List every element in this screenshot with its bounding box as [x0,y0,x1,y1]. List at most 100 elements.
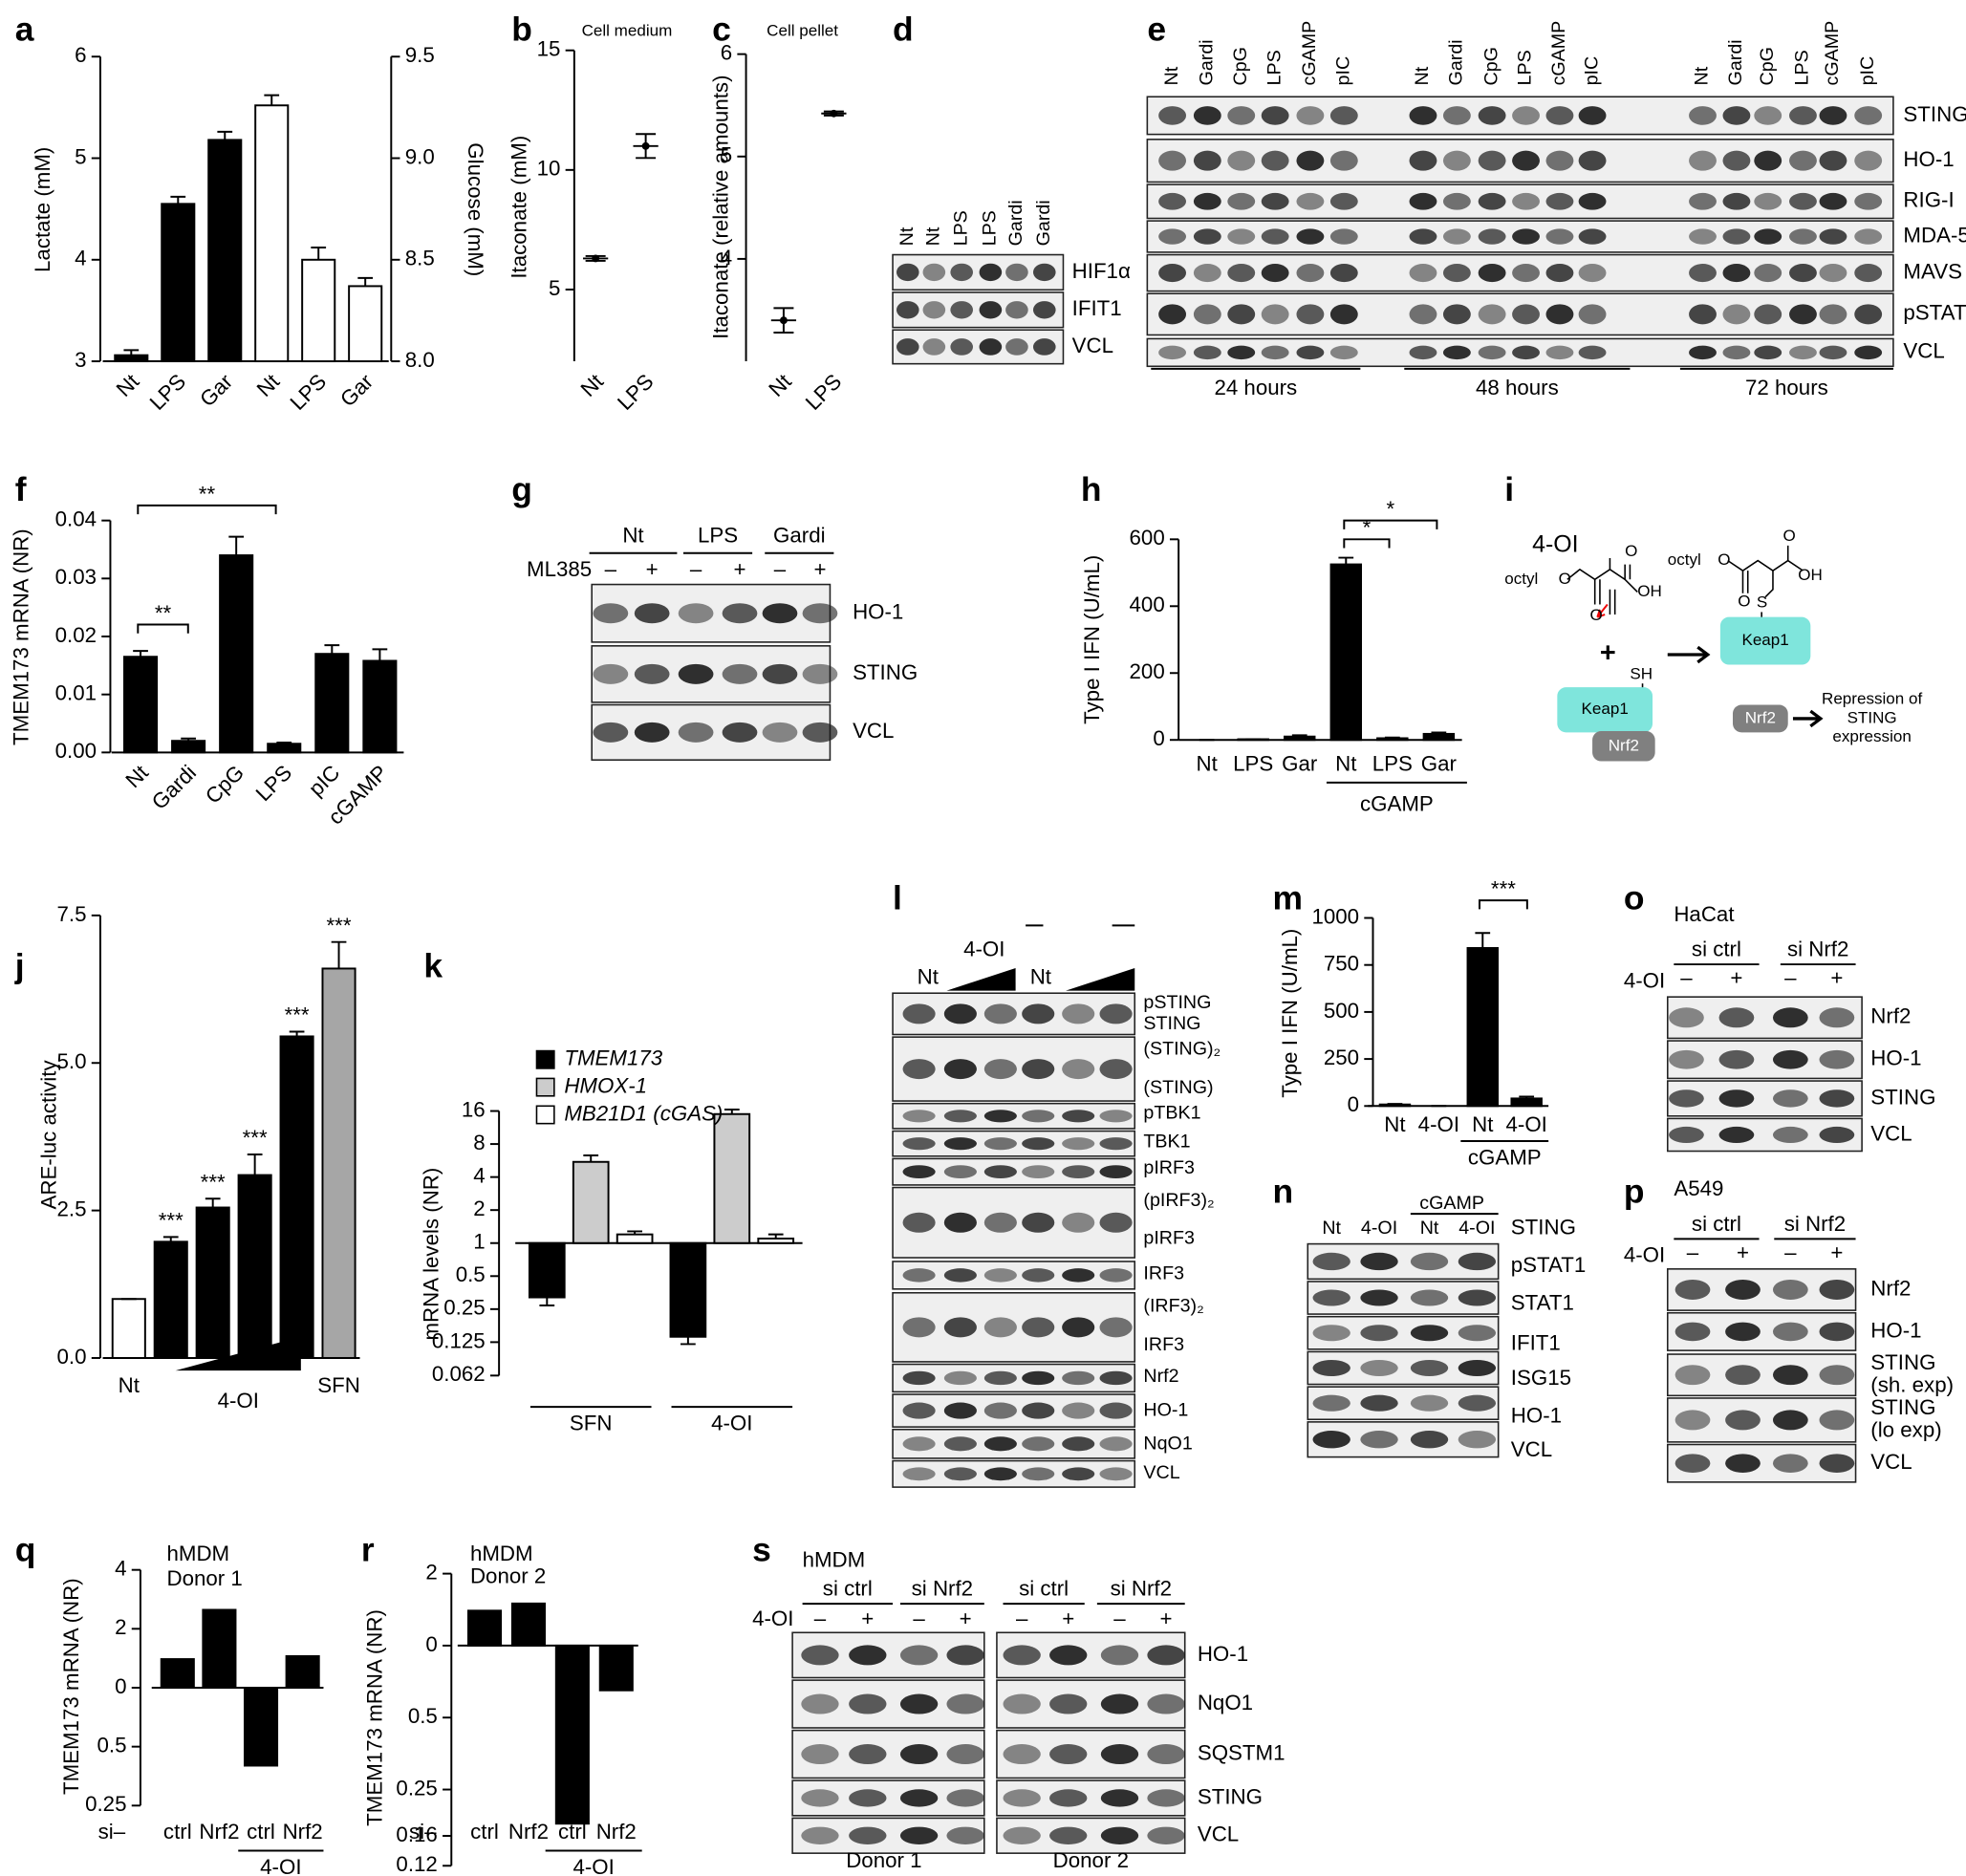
blot-band [1329,106,1358,125]
blot-band [1458,1252,1497,1271]
y-tick-label: 0 [115,1674,126,1698]
bar [207,139,243,363]
bar [243,1687,279,1767]
blot-band [1478,106,1506,125]
blot-band [1512,304,1540,325]
y-tick-label: 4 [473,1164,485,1188]
row-label: STING [1870,1085,1935,1109]
y-axis-label: Itaconate (mM) [507,136,530,279]
blot-band [634,603,670,624]
blot-band [1409,304,1437,325]
sign: + [1062,1606,1074,1630]
chart-subtitle: Donor 1 [166,1566,242,1590]
row-label: IFIT1 [1511,1330,1561,1354]
y-axis-label: ARE-luc activity [36,1060,60,1210]
sign: + [861,1606,874,1630]
blot-band [902,1402,936,1419]
error-bar [627,1230,643,1235]
blot-band [1674,1322,1711,1342]
blot-band [634,722,670,743]
blot-band [1022,1059,1055,1080]
error-bar [181,737,196,742]
error-bar [681,1336,696,1346]
blot-band [1819,264,1847,283]
lane-label: Nt [897,226,918,246]
lane-label: LPS [980,210,1001,246]
lane-label: Gardi [1005,200,1026,246]
blot-band [1100,1826,1139,1844]
lane-label: LPS [950,210,971,246]
blot-band [1062,1467,1095,1481]
row-label: STAT1 [1511,1290,1574,1314]
lane-label: CpG [1757,47,1778,85]
blot-band [1772,1279,1808,1300]
blot-band [950,301,974,319]
y-tick-label: 0.00 [55,739,97,763]
blot-band [1360,1431,1398,1449]
y-tick-label: 4 [721,246,732,270]
blot-band [902,1436,936,1452]
row-label: (STING) [1143,1077,1213,1098]
donor-label: Donor 1 [846,1848,921,1872]
group-label: 4-OI [573,1855,614,1876]
blot-band [1100,1645,1139,1666]
row-label: pIRF3 [1143,1157,1195,1178]
blot-band [1458,1289,1497,1306]
blot-band [1099,1212,1133,1233]
blot-band [1754,150,1782,171]
row-label: HO-1 [1198,1642,1248,1666]
significance: *** [243,1126,268,1150]
blot-band [1578,345,1607,360]
blot-band [1512,192,1540,210]
blot-band [802,663,838,684]
blot-band [1674,1410,1711,1431]
blot-band [1512,264,1540,283]
lane-label: LPS [1515,50,1536,85]
group-label: si ctrl [1019,1577,1069,1601]
blot-band [943,1059,977,1080]
bar [528,1241,566,1299]
bar [757,1238,795,1244]
sign: + [1830,966,1843,990]
error-bar [228,535,245,556]
blot-band [983,1436,1017,1452]
blot-band [1458,1431,1497,1449]
y-tick-label: 5.0 [57,1049,87,1073]
blot-band [1227,345,1256,360]
row-label: VCL [1870,1121,1912,1145]
y-tick-label: 0.5 [408,1704,438,1728]
blot-band [983,1467,1017,1481]
blot-band [1005,338,1028,356]
blot-band [1410,1359,1449,1376]
group-label: si Nrf2 [1784,1212,1846,1236]
lane-label: 4-OI [1361,1218,1397,1239]
y2-axis-label: Glucose (mM) [464,142,487,276]
blot-band [1261,345,1289,360]
blot-band [1754,228,1782,245]
bar [466,1609,503,1647]
y-tick-label: 15 [537,37,561,61]
blot-band [1854,304,1883,325]
blot-band [1003,1789,1041,1807]
y-tick-label: 0 [1348,1092,1359,1116]
y-tick-label: 5 [75,144,86,168]
blot-band [1049,1645,1088,1666]
lane-label: Gardi [1446,39,1467,85]
y-tick-label: 0.25 [85,1792,126,1816]
blot-band [1512,150,1540,171]
blot-band [899,1645,939,1666]
bar [267,743,302,754]
legend-label: MB21D1 (cGAS) [564,1101,723,1125]
group-label: si Nrf2 [1787,938,1848,961]
blot-band [1360,1394,1398,1412]
row-label: pSTING [1143,992,1211,1013]
blot-band [1545,150,1574,171]
blot-band [1099,1059,1133,1080]
blot-band [1147,1645,1185,1666]
panel-label: f [15,470,27,508]
x-tick-label: Nt [1197,751,1219,775]
blot-band [1158,106,1187,125]
error-bar [276,742,292,744]
blot-band [1312,1394,1350,1412]
lane-label: Nt [1322,1218,1341,1239]
